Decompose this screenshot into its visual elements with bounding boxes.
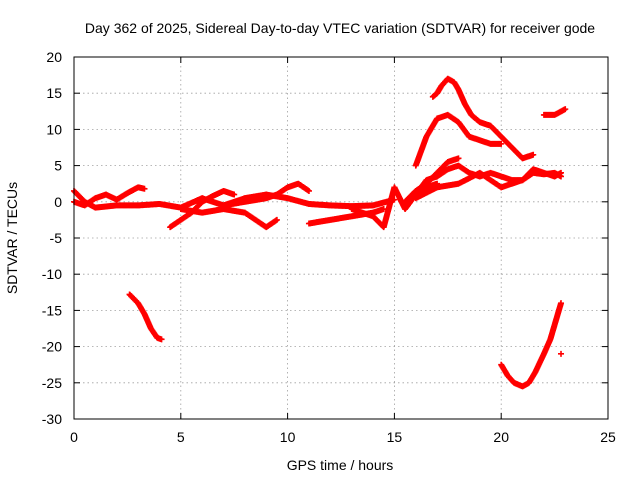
data-point	[558, 300, 565, 307]
series-track-baseline-5	[220, 180, 312, 209]
x-tick-label: 0	[70, 429, 78, 445]
data-point	[558, 169, 565, 176]
data-point	[498, 140, 505, 147]
x-tick-label: 10	[280, 429, 296, 445]
data-point	[530, 151, 537, 158]
data-point	[273, 216, 280, 223]
y-tick-label: 20	[46, 49, 62, 65]
series-track-baseline-4	[177, 206, 280, 231]
y-tick-label: 0	[54, 194, 62, 210]
plot-frame	[73, 56, 609, 420]
data-point	[305, 187, 312, 194]
x-tick-label: 20	[493, 429, 509, 445]
series-track-baseline-6	[305, 206, 387, 227]
grid-layer	[74, 57, 608, 419]
data-point	[231, 191, 238, 198]
series-track-mid-2	[412, 166, 565, 202]
series-track-mid-3	[402, 155, 462, 205]
series-track-baseline-2	[71, 184, 148, 209]
series-track-late-high	[540, 106, 569, 118]
y-axis-label: SDTVAR / TECUs	[4, 182, 20, 294]
series-track-dip-late	[498, 300, 565, 390]
y-tick-label: 10	[46, 121, 62, 137]
y-tick-label: -30	[42, 411, 62, 427]
data-points-layer	[71, 75, 569, 390]
data-point	[455, 155, 462, 162]
series-track-peak	[429, 75, 537, 162]
data-point	[562, 106, 569, 113]
series-track-dip-early	[126, 291, 165, 343]
y-tick-label: -10	[42, 266, 62, 282]
x-axis-label: GPS time / hours	[287, 457, 394, 473]
y-tick-label: 5	[54, 158, 62, 174]
series-track-isolated	[558, 350, 565, 357]
series-track-upper	[412, 111, 505, 169]
y-tick-label: -25	[42, 375, 62, 391]
x-tick-label: 25	[600, 429, 616, 445]
x-tick-label: 15	[387, 429, 403, 445]
data-point	[558, 350, 565, 357]
data-point	[158, 336, 165, 343]
y-tick-label: -20	[42, 339, 62, 355]
y-tick-label: -15	[42, 302, 62, 318]
data-point	[141, 185, 148, 192]
y-tick-label: 15	[46, 85, 62, 101]
x-tick-label: 5	[177, 429, 185, 445]
chart-title: Day 362 of 2025, Sidereal Day-to-day VTE…	[85, 20, 595, 36]
tick-label-layer: 0 5 10 15 20 25 -30 -25 -20 -15 -10 -5 0 5 10 15 20	[42, 49, 616, 445]
y-tick-label: -5	[50, 230, 63, 246]
